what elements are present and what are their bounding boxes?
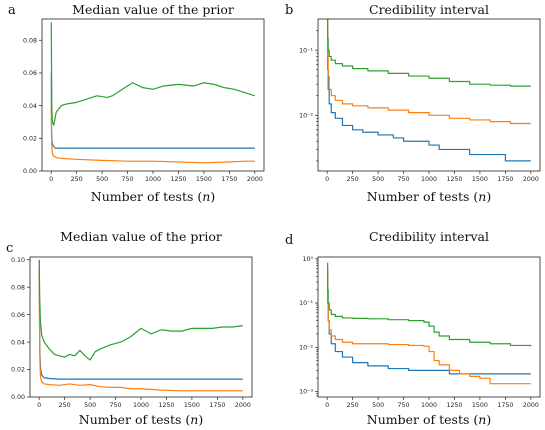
chart-title: Credibility interval [369,229,489,244]
x-tick-label: 500 [84,402,96,409]
axes-frame [317,18,541,172]
panel-letter: b [285,3,293,18]
y-tick-label: 0.04 [23,103,37,110]
y-tick-label: 0.00 [11,394,25,401]
x-tick-label: 1250 [158,402,174,409]
x-tick-label: 0 [325,402,329,409]
x-tick-label: 1500 [184,402,200,409]
axes-frame [317,256,541,398]
x-tick-label: 500 [96,176,108,183]
x-tick-label: 750 [122,176,134,183]
plot-area [50,22,256,164]
series-line-green [50,22,256,126]
x-tick-label: 250 [347,176,359,183]
x-axis-label: Number of tests (n) [367,189,491,204]
x-tick-label: 250 [71,176,83,183]
y-tick-label: 0.08 [11,284,25,291]
x-tick-label: 250 [347,402,359,409]
y-tick-label: 10⁻¹ [299,300,313,307]
y-tick-label: 10⁻³ [299,389,313,396]
y-tick-label: 10⁻² [299,344,313,351]
y-tick-label: 10⁰ [302,256,313,263]
plot-area [327,262,532,385]
series-line-green [327,262,532,347]
x-tick-label: 2000 [523,402,539,409]
series-line-orange [50,105,255,164]
x-axis-label: Number of tests (n) [91,189,215,204]
series-line-green [38,266,243,361]
x-tick-label: 2000 [523,176,539,183]
x-tick-label: 0 [325,176,329,183]
x-tick-label: 1000 [421,402,437,409]
x-axis-label: Number of tests (n) [367,412,491,427]
x-tick-label: 250 [59,402,71,409]
panel-a: a Median value of the prior 0 250 500 750 1000… [8,2,265,204]
x-tick-label: 1750 [497,402,513,409]
x-tick-label: 0 [49,176,53,183]
x-tick-label: 1250 [446,176,462,183]
y-tick-label: 0.08 [23,37,37,44]
y-tick-label: 10⁻² [299,113,313,120]
x-tick-label: 1750 [497,176,513,183]
x-tick-label: 1000 [421,176,437,183]
series-line-orange [327,268,531,385]
y-tick-label: 0.02 [23,136,37,143]
y-tick-label: 0.04 [11,339,25,346]
y-tick-label: 0.06 [11,312,25,319]
panel-b: b Credibility interval 0 250 500 750 1000 1250 1… [285,2,541,204]
x-tick-label: 500 [372,176,384,183]
series-line-blue [327,29,531,162]
panel-letter: a [8,3,16,18]
x-tick-label: 1750 [209,402,225,409]
x-tick-label: 1250 [446,402,462,409]
x-tick-label: 0 [37,402,41,409]
x-tick-label: 750 [110,402,122,409]
x-tick-label: 1750 [221,176,237,183]
panel-c: c Median value of the prior 0 250 500 750 1000… [6,229,253,427]
x-tick-label: 2000 [235,402,251,409]
y-tick-label: 0.10 [11,257,25,264]
series-line-blue [38,259,243,380]
x-tick-label: 1000 [133,402,149,409]
y-tick-label: 0.06 [23,70,37,77]
x-axis-label: Number of tests (n) [79,412,203,427]
panel-d: d Credibility interval 0 250 500 750 1000 1250 1… [285,229,541,427]
y-tick-label: 10⁻¹ [299,47,313,54]
x-tick-label: 2000 [247,176,263,183]
x-tick-label: 1500 [472,176,488,183]
series-line-green [327,19,531,87]
x-tick-label: 1250 [170,176,186,183]
x-tick-label: 750 [398,402,410,409]
series-line-orange [38,266,243,392]
series-line-blue [50,72,255,149]
chart-title: Median value of the prior [60,229,222,244]
chart-title: Median value of the prior [72,2,234,17]
x-tick-label: 1500 [472,402,488,409]
series-line-orange [327,19,531,125]
plot-area [38,259,243,392]
x-tick-label: 1000 [145,176,161,183]
plot-area [327,19,531,162]
chart-title: Credibility interval [369,2,489,17]
y-tick-label: 0.02 [11,367,25,374]
panel-letter: d [285,233,293,248]
y-tick-label: 0.00 [23,168,37,175]
x-tick-label: 1500 [196,176,212,183]
panel-letter: c [6,241,13,256]
x-tick-label: 750 [398,176,410,183]
x-tick-label: 500 [372,402,384,409]
